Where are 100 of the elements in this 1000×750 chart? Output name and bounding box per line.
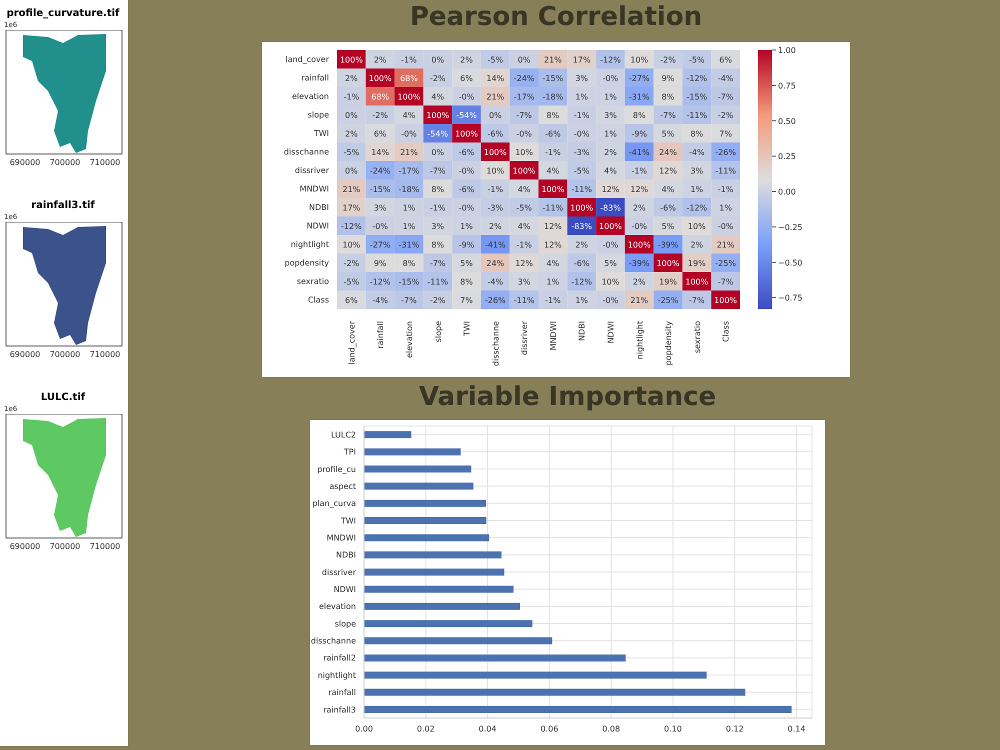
data-label: 8% [460,277,474,286]
data-label: -24% [370,166,391,176]
data-label: -0% [718,222,734,231]
data-label: -9% [631,129,648,138]
data-label: -6% [458,148,475,157]
data-label: -9% [458,240,475,250]
data-label: 5% [460,258,474,268]
y-tick-label: aspect [329,482,356,491]
y-tick-label: LULC2 [330,430,356,440]
x-tick-label: TWI [462,321,472,338]
data-label: -0% [372,222,388,231]
data-label: -12% [686,203,708,212]
bar [364,534,490,542]
y-tick-label: rainfall [301,74,329,83]
data-label: -11% [427,277,448,286]
data-label: -6% [574,258,590,268]
data-label: 6% [374,129,387,138]
bar [364,706,792,713]
data-label: -31% [628,92,650,102]
y-tick-label: plan_curva [312,499,356,508]
data-label: 68% [371,92,390,102]
y-tick-label: land_cover [285,55,330,64]
data-label: 100% [685,277,709,286]
data-label: -0% [458,92,475,102]
bar [364,637,552,644]
data-label: 0% [488,110,502,120]
data-label: -11% [571,184,592,194]
data-label: -12% [370,277,391,286]
data-label: 1% [402,203,416,212]
data-label: -15% [686,92,708,102]
data-label: -26% [484,296,506,305]
data-label: -5% [574,166,590,176]
data-label: 19% [659,277,678,286]
data-label: 3% [518,277,531,286]
data-label: -18% [542,92,564,102]
data-label: 2% [575,240,588,250]
data-label: -12% [600,55,622,64]
data-label: 10% [602,277,620,286]
data-label: 5% [662,129,675,138]
color-bar-label: −0.25 [778,222,803,232]
data-label: 4% [431,92,444,102]
data-label: 12% [602,184,620,194]
x-tick-label: NDWI [606,321,616,344]
data-label: 100% [368,74,392,83]
data-label: 3% [431,222,444,231]
data-label: -17% [398,166,420,176]
text: rainfall3.tif [30,199,96,211]
color-bar-label: −0.75 [778,294,803,303]
bar [364,448,461,456]
data-label: 2% [460,55,474,64]
data-label: 0% [518,55,531,64]
color-bar-label: 0.50 [778,116,796,126]
y-tick-label: disschanne [284,148,330,157]
x-tick-label: rainfall [376,321,386,349]
data-label: -5% [344,277,360,286]
data-label: -1% [631,166,648,176]
bar [364,568,504,576]
data-label: 12% [544,240,562,250]
y-tick-label: nightlight [290,240,329,250]
data-label: 5% [604,258,618,268]
bar [364,654,626,662]
data-label: -27% [628,74,650,83]
data-label: 8% [402,258,416,268]
data-label: -11% [715,166,736,176]
data-label: -7% [516,110,532,120]
data-label: -26% [715,148,736,157]
data-label: -1% [718,184,734,194]
x-tick-label: NDBI [578,321,587,341]
data-label: 10% [486,166,505,176]
data-label: 14% [486,74,505,83]
data-label: 1% [546,277,560,286]
data-label: 100% [455,129,478,138]
data-label: -4% [372,296,388,305]
x-tick-label: 0.02 [416,724,435,734]
color-bar-label: 0.00 [778,188,796,197]
data-label: -5% [516,203,532,212]
y-tick-label: sexratio [296,277,330,286]
data-label: -1% [488,184,504,194]
data-label: 1% [460,222,474,231]
data-label: -5% [488,55,504,64]
data-label: -18% [398,184,420,194]
data-label: -2% [660,55,676,64]
data-label: -6% [488,129,504,138]
x-tick-label: 0.04 [478,724,496,734]
data-label: 0% [431,55,444,64]
data-label: -83% [600,203,622,212]
data-label: 0% [345,166,358,176]
data-label: -0% [401,129,418,138]
data-label: -0% [516,129,532,138]
data-label: 12% [544,222,562,231]
data-label: 100% [656,258,680,268]
data-label: 8% [546,110,560,120]
x-tick-label: slope [434,320,443,342]
x-tick-label: sexratio [692,320,702,354]
data-label: -11% [514,296,535,305]
data-label: 4% [518,184,531,194]
bar [364,500,486,507]
data-label: -31% [398,240,420,250]
y-tick-label: TWI [340,516,356,526]
y-tick-label: profile_cu [317,464,356,474]
